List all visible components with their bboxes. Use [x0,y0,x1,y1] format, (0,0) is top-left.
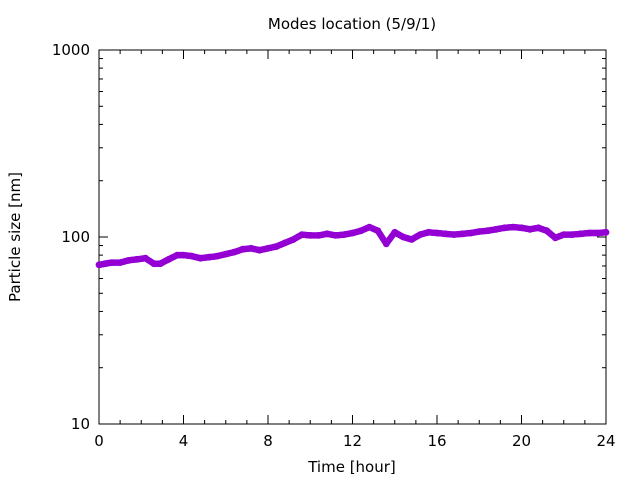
y-axis-label: Particle size [nm] [6,172,24,302]
data-point [602,228,610,236]
axis-ticks [98,49,607,425]
tick-labels: 0 4 8 12 16 20 24 10 100 1000 [52,41,616,450]
data-points [95,223,610,269]
x-tick-label: 24 [596,432,615,450]
x-tick-label: 12 [343,432,362,450]
plot-frame [98,49,607,425]
chart-title: Modes location (5/9/1) [268,15,436,33]
y-tick-label: 1000 [52,41,90,59]
x-tick-label: 4 [179,432,189,450]
x-tick-label: 16 [427,432,446,450]
x-tick-label: 8 [263,432,273,450]
y-tick-label: 100 [61,228,90,246]
x-axis-label: Time [hour] [307,458,396,476]
x-tick-label: 0 [94,432,104,450]
y-tick-label: 10 [71,415,90,433]
x-tick-label: 20 [512,432,531,450]
